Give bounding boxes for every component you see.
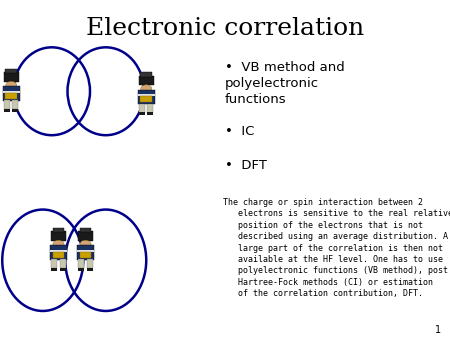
Ellipse shape [6,81,17,89]
FancyBboxPatch shape [77,250,94,252]
FancyBboxPatch shape [148,112,153,115]
Ellipse shape [80,240,91,248]
FancyBboxPatch shape [139,104,145,113]
FancyBboxPatch shape [78,268,84,271]
FancyBboxPatch shape [138,90,155,104]
FancyBboxPatch shape [51,231,66,241]
FancyBboxPatch shape [4,72,19,82]
FancyBboxPatch shape [4,100,10,109]
FancyBboxPatch shape [51,268,57,271]
FancyBboxPatch shape [3,86,20,101]
FancyBboxPatch shape [140,72,152,77]
FancyBboxPatch shape [87,259,93,268]
FancyBboxPatch shape [5,69,17,73]
FancyBboxPatch shape [4,109,10,112]
FancyBboxPatch shape [60,268,66,271]
FancyBboxPatch shape [80,252,91,258]
FancyBboxPatch shape [60,259,66,268]
FancyBboxPatch shape [13,100,18,109]
FancyBboxPatch shape [50,245,67,260]
Ellipse shape [53,240,64,248]
Text: The charge or spin interaction between 2
   electrons is sensitive to the real r: The charge or spin interaction between 2… [223,198,450,298]
Text: •  VB method and
polyelectronic
functions: • VB method and polyelectronic functions [225,61,345,106]
Text: •  DFT: • DFT [225,159,267,172]
FancyBboxPatch shape [3,91,20,93]
FancyBboxPatch shape [50,250,67,252]
Text: •  IC: • IC [225,125,254,138]
Ellipse shape [141,85,152,93]
FancyBboxPatch shape [139,112,145,115]
Text: 1: 1 [435,324,441,335]
FancyBboxPatch shape [51,259,57,268]
FancyBboxPatch shape [87,268,93,271]
FancyBboxPatch shape [140,96,152,102]
FancyBboxPatch shape [139,76,154,85]
FancyBboxPatch shape [138,94,155,96]
FancyBboxPatch shape [53,228,64,232]
FancyBboxPatch shape [78,231,93,241]
FancyBboxPatch shape [148,104,153,113]
FancyBboxPatch shape [5,93,17,99]
FancyBboxPatch shape [77,245,94,260]
FancyBboxPatch shape [78,259,84,268]
FancyBboxPatch shape [53,252,64,258]
Text: Electronic correlation: Electronic correlation [86,17,364,40]
FancyBboxPatch shape [80,228,91,232]
FancyBboxPatch shape [13,109,18,112]
